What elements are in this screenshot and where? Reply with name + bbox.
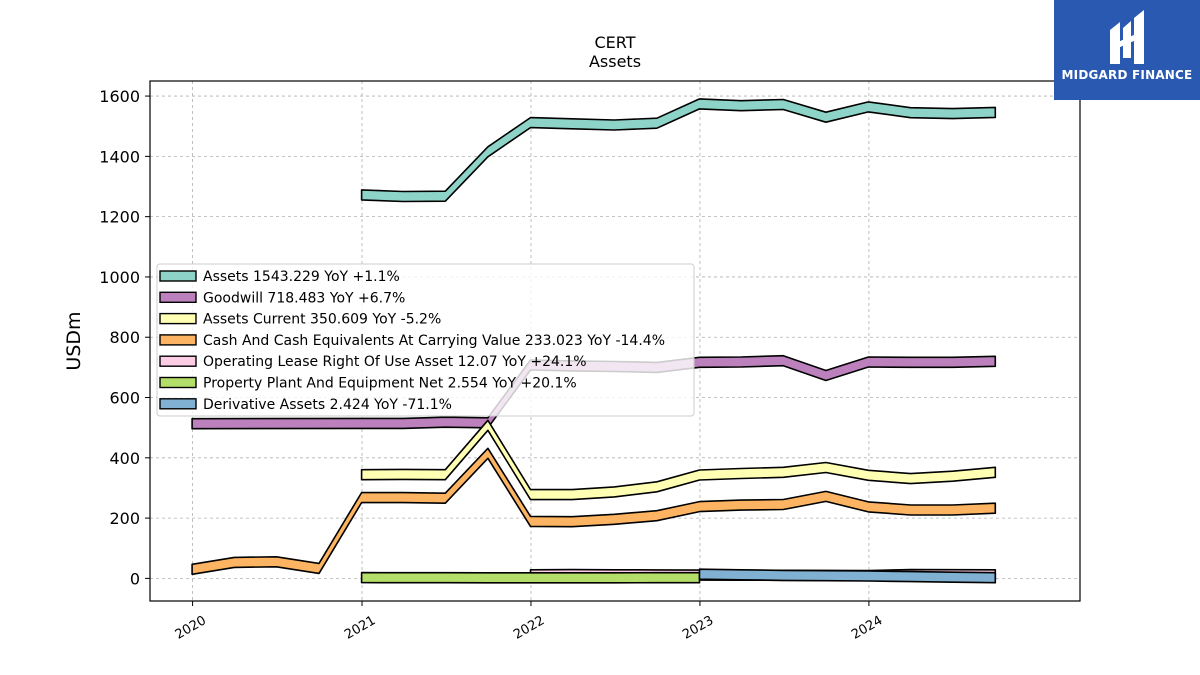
legend-entry: Assets 1543.229 YoY +1.1% xyxy=(203,269,400,285)
legend-swatch xyxy=(159,270,197,282)
y-tick-label: 200 xyxy=(109,509,140,528)
y-tick-label: 400 xyxy=(109,449,140,468)
legend-swatch xyxy=(159,291,197,303)
legend-entry: Goodwill 718.483 YoY +6.7% xyxy=(203,290,405,306)
y-tick-label: 1400 xyxy=(99,147,140,166)
y-tick-label: 1000 xyxy=(99,268,140,287)
series-band-property-plant-and-equipment-net xyxy=(360,571,701,584)
series-band-derivative-assets xyxy=(698,568,997,584)
chart-title: CERT xyxy=(594,33,635,52)
y-axis: 0 200 400 600 800 1000 1200 1400 1600 xyxy=(99,87,150,588)
x-axis: 2020 2021 2022 2023 2024 xyxy=(173,601,885,643)
x-tick-label: 2023 xyxy=(680,613,716,643)
legend-swatch xyxy=(159,355,197,367)
legend-box xyxy=(156,263,695,417)
legend-swatch xyxy=(159,398,197,410)
legend-entry: Cash And Cash Equivalents At Carrying Va… xyxy=(203,333,665,349)
x-tick-label: 2022 xyxy=(511,613,547,643)
chart-subtitle: Assets xyxy=(589,52,641,71)
y-tick-label: 1600 xyxy=(99,87,140,106)
brand-name: MIDGARD FINANCE xyxy=(1061,68,1193,82)
legend-entry: Operating Lease Right Of Use Asset 12.07… xyxy=(203,354,587,370)
brand-logo: MIDGARD FINANCE xyxy=(1054,0,1200,100)
x-tick-label: 2024 xyxy=(849,613,885,643)
legend-entry: Assets Current 350.609 YoY -5.2% xyxy=(203,312,441,328)
legend-swatch xyxy=(159,334,197,346)
legend-entry: Derivative Assets 2.424 YoY -71.1% xyxy=(203,397,452,413)
x-tick-label: 2020 xyxy=(173,613,209,643)
legend-entry: Property Plant And Equipment Net 2.554 Y… xyxy=(203,376,577,392)
x-tick-label: 2021 xyxy=(342,613,378,643)
y-tick-label: 1200 xyxy=(99,208,140,227)
legend: Assets 1543.229 YoY +1.1% Goodwill 718.48… xyxy=(156,263,695,417)
legend-swatch xyxy=(159,376,197,389)
midgard-logo-icon xyxy=(1110,10,1144,64)
y-axis-label: USDm xyxy=(63,311,85,370)
y-tick-label: 800 xyxy=(109,328,140,347)
axes-frame xyxy=(149,80,1081,602)
series-band-cash-and-cash-equivalents-at-carrying-value xyxy=(191,447,997,576)
legend-swatch xyxy=(159,312,197,325)
y-tick-label: 600 xyxy=(109,389,140,408)
series-band-assets xyxy=(360,98,997,203)
y-tick-label: 0 xyxy=(130,569,140,588)
series-band-assets-current xyxy=(360,419,997,501)
